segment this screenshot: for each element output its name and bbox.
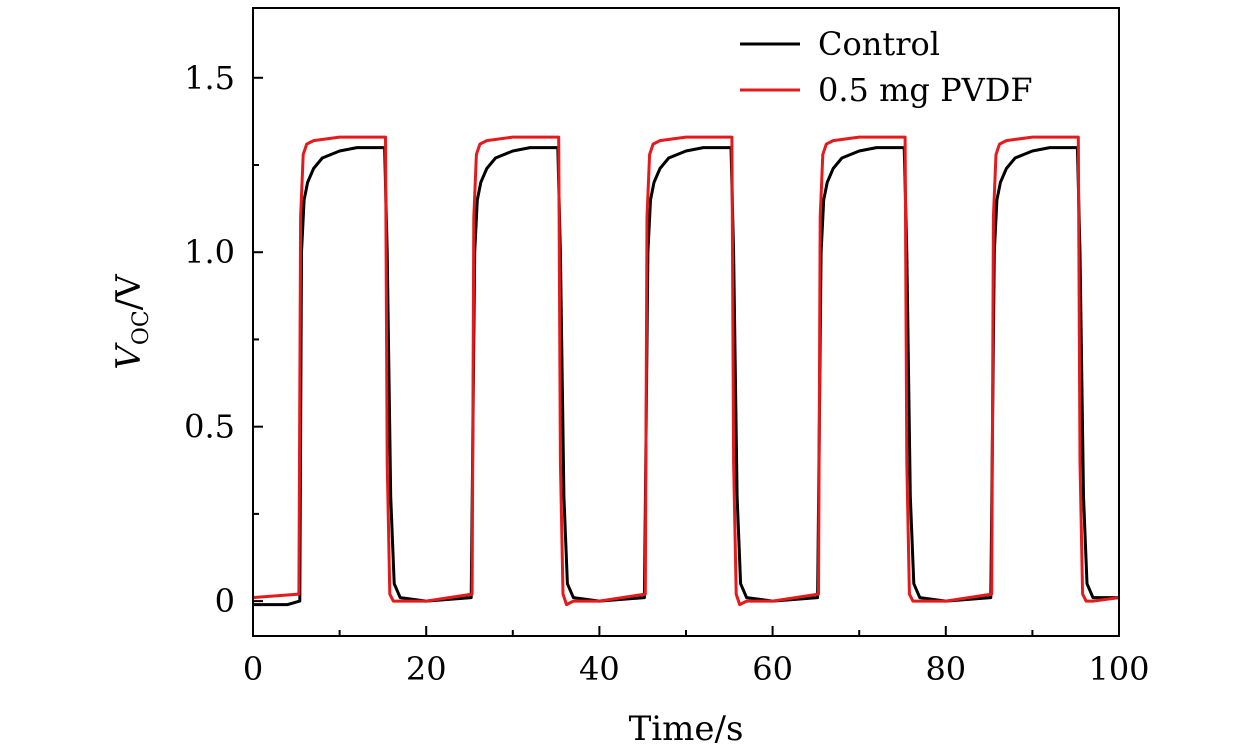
x-axis-title: Time/s <box>629 709 744 749</box>
y-axis-title: VOC/V <box>109 273 154 370</box>
x-tick-label: 40 <box>579 650 620 688</box>
x-tick-label: 80 <box>925 650 966 688</box>
x-tick-label: 20 <box>406 650 447 688</box>
y-tick-label: 0 <box>215 582 235 620</box>
x-tick-label: 0 <box>243 650 263 688</box>
series-line-pvdf <box>252 135 1120 607</box>
y-axis-title-suffix: /V <box>109 273 149 310</box>
tick-labels: 0 20 40 60 80 100 0 0.5 1.0 1.5 <box>184 59 1149 688</box>
y-axis-title-main: V <box>109 342 149 370</box>
x-tick-label: 100 <box>1088 650 1149 688</box>
series-layer <box>252 135 1120 607</box>
y-axis-title-sub: OC <box>129 310 154 345</box>
axis-ticks <box>252 76 1120 636</box>
legend: Control 0.5 mg PVDF <box>740 25 1033 109</box>
series-line-control <box>253 146 1119 607</box>
legend-label-control: Control <box>818 25 940 63</box>
y-tick-label: 0.5 <box>184 408 235 446</box>
y-tick-label: 1.0 <box>184 233 235 271</box>
x-tick-label: 60 <box>752 650 793 688</box>
legend-label-pvdf: 0.5 mg PVDF <box>818 71 1033 109</box>
y-tick-label: 1.5 <box>184 59 235 97</box>
